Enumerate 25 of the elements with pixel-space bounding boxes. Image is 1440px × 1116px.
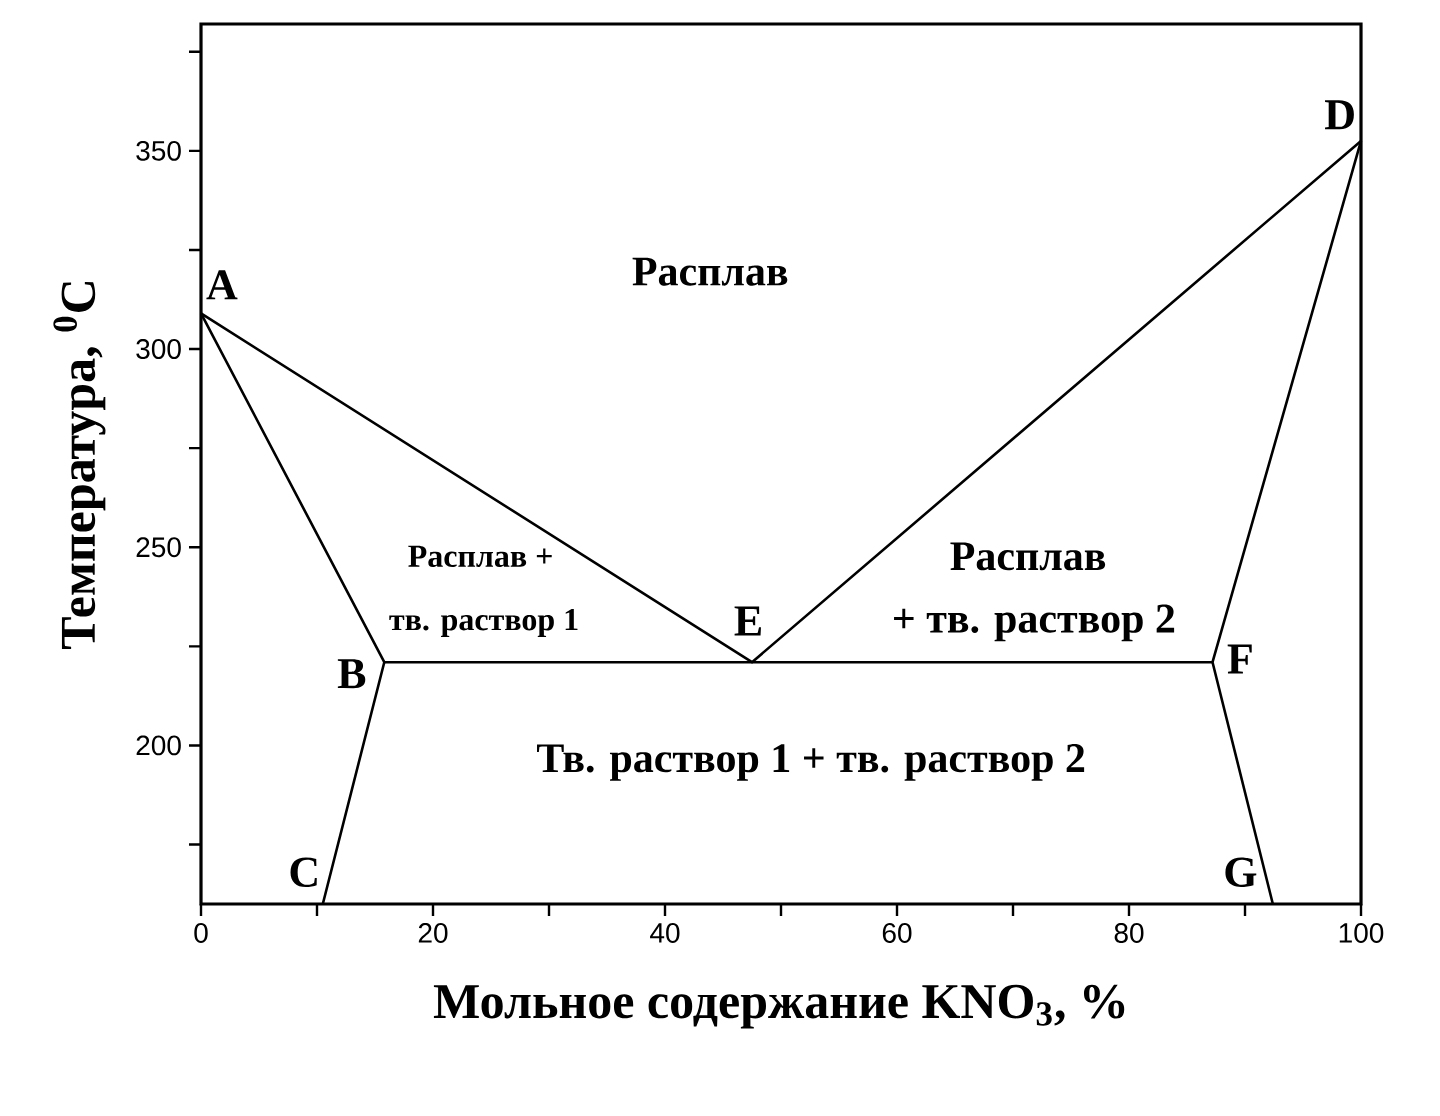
x-tick-label: 60 (882, 923, 912, 943)
x-tick-label: 0 (194, 923, 208, 943)
y-tick-label: 350 (136, 140, 181, 161)
x-axis-title: Мольное содержание KNO$_{3}$, % (433, 984, 1125, 1029)
annotation: B (337, 659, 366, 689)
x-tick-label: 40 (650, 923, 680, 943)
annotation: Расплав (632, 257, 788, 286)
annotation: G (1225, 857, 1257, 888)
annotation: тв. раствор 1 (389, 609, 578, 637)
x-tick-label: 20 (418, 923, 448, 943)
annotation: F (1227, 644, 1252, 674)
annotation: D (1325, 100, 1354, 130)
x-tick-label: 80 (1114, 923, 1144, 943)
y-axis-title: Температура, $^{0}$C (53, 282, 106, 649)
annotation: Расплав (950, 542, 1106, 571)
annotation: C (290, 857, 317, 888)
x-tick-label: 100 (1339, 923, 1384, 943)
annotation: A (206, 270, 238, 300)
annotation: E (734, 606, 761, 636)
annotation: Расплав + (408, 545, 552, 567)
annotation: Тв. раствор 1 + тв. раствор 2 (537, 744, 1085, 781)
y-tick-label: 300 (136, 339, 181, 359)
y-tick-label: 200 (136, 735, 181, 756)
annotation: + тв. раствор 2 (894, 604, 1175, 642)
y-tick-label: 250 (136, 537, 181, 558)
